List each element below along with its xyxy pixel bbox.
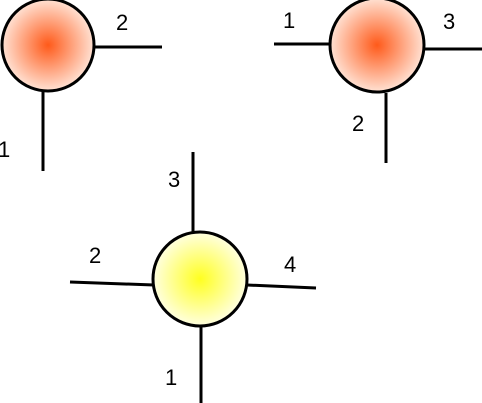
leg-label-2: 2 [352, 111, 364, 136]
tensor-top-right: 1 2 3 [274, 0, 482, 163]
leg-label-4: 4 [284, 252, 296, 277]
leg-4 [246, 283, 317, 290]
leg-label-1: 1 [283, 8, 295, 33]
leg-label-2: 2 [116, 10, 128, 35]
yellow-node [151, 230, 249, 328]
tensor-bottom: 1 2 3 4 [69, 152, 317, 403]
leg-label-2: 2 [89, 243, 101, 268]
leg-label-1: 1 [165, 365, 177, 390]
tensor-top-left: 1 2 [0, 0, 162, 171]
leg-label-1: 1 [0, 137, 10, 162]
orange-node [328, 0, 426, 94]
leg-2 [69, 280, 155, 287]
orange-node [0, 0, 96, 93]
leg-label-3: 3 [168, 167, 180, 192]
leg-label-3: 3 [443, 9, 455, 34]
